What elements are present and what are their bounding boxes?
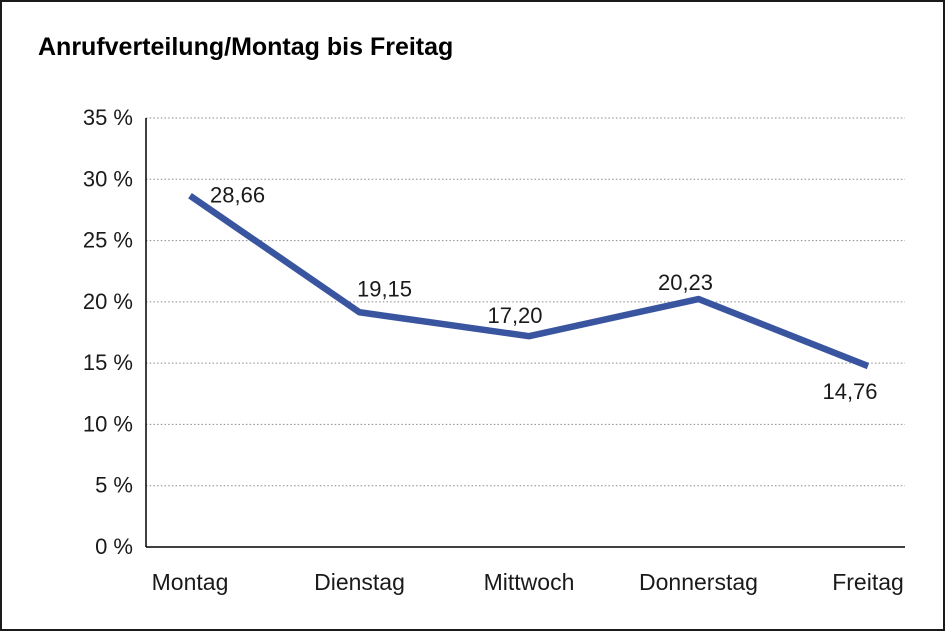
axes — [145, 118, 905, 548]
y-tick-label: 20 % — [83, 289, 133, 314]
data-point-label: 20,23 — [658, 270, 713, 295]
data-point-label: 17,20 — [487, 303, 542, 328]
x-category-label: Freitag — [832, 569, 904, 595]
x-category-label: Donnerstag — [639, 569, 758, 595]
data-series — [188, 193, 870, 370]
y-tick-label: 25 % — [83, 228, 133, 253]
data-point-label: 28,66 — [210, 183, 265, 208]
x-category-label: Dienstag — [314, 569, 405, 595]
y-tick-label: 10 % — [83, 411, 133, 436]
chart-title: Anrufverteilung/Montag bis Freitag — [38, 33, 453, 61]
x-category-label: Montag — [152, 569, 229, 595]
data-point-label: 19,15 — [357, 276, 412, 301]
data-point-label: 14,76 — [822, 379, 877, 404]
y-tick-label: 5 % — [95, 473, 133, 498]
x-category-label: Mittwoch — [484, 569, 575, 595]
x-axis-category-labels: Montag Dienstag Mittwoch Donnerstag Freitag — [152, 569, 904, 595]
y-tick-label: 0 % — [95, 534, 133, 559]
data-point-labels: 28,66 19,15 17,20 20,23 14,76 — [210, 183, 878, 404]
y-tick-label: 30 % — [83, 166, 133, 191]
y-gridlines — [146, 117, 905, 487]
y-axis-tick-labels: 0 % 5 % 10 % 15 % 20 % 25 % 30 % 35 % — [83, 105, 133, 559]
y-tick-label: 35 % — [83, 105, 133, 130]
data-series-line — [188, 193, 870, 370]
y-tick-label: 15 % — [83, 350, 133, 375]
